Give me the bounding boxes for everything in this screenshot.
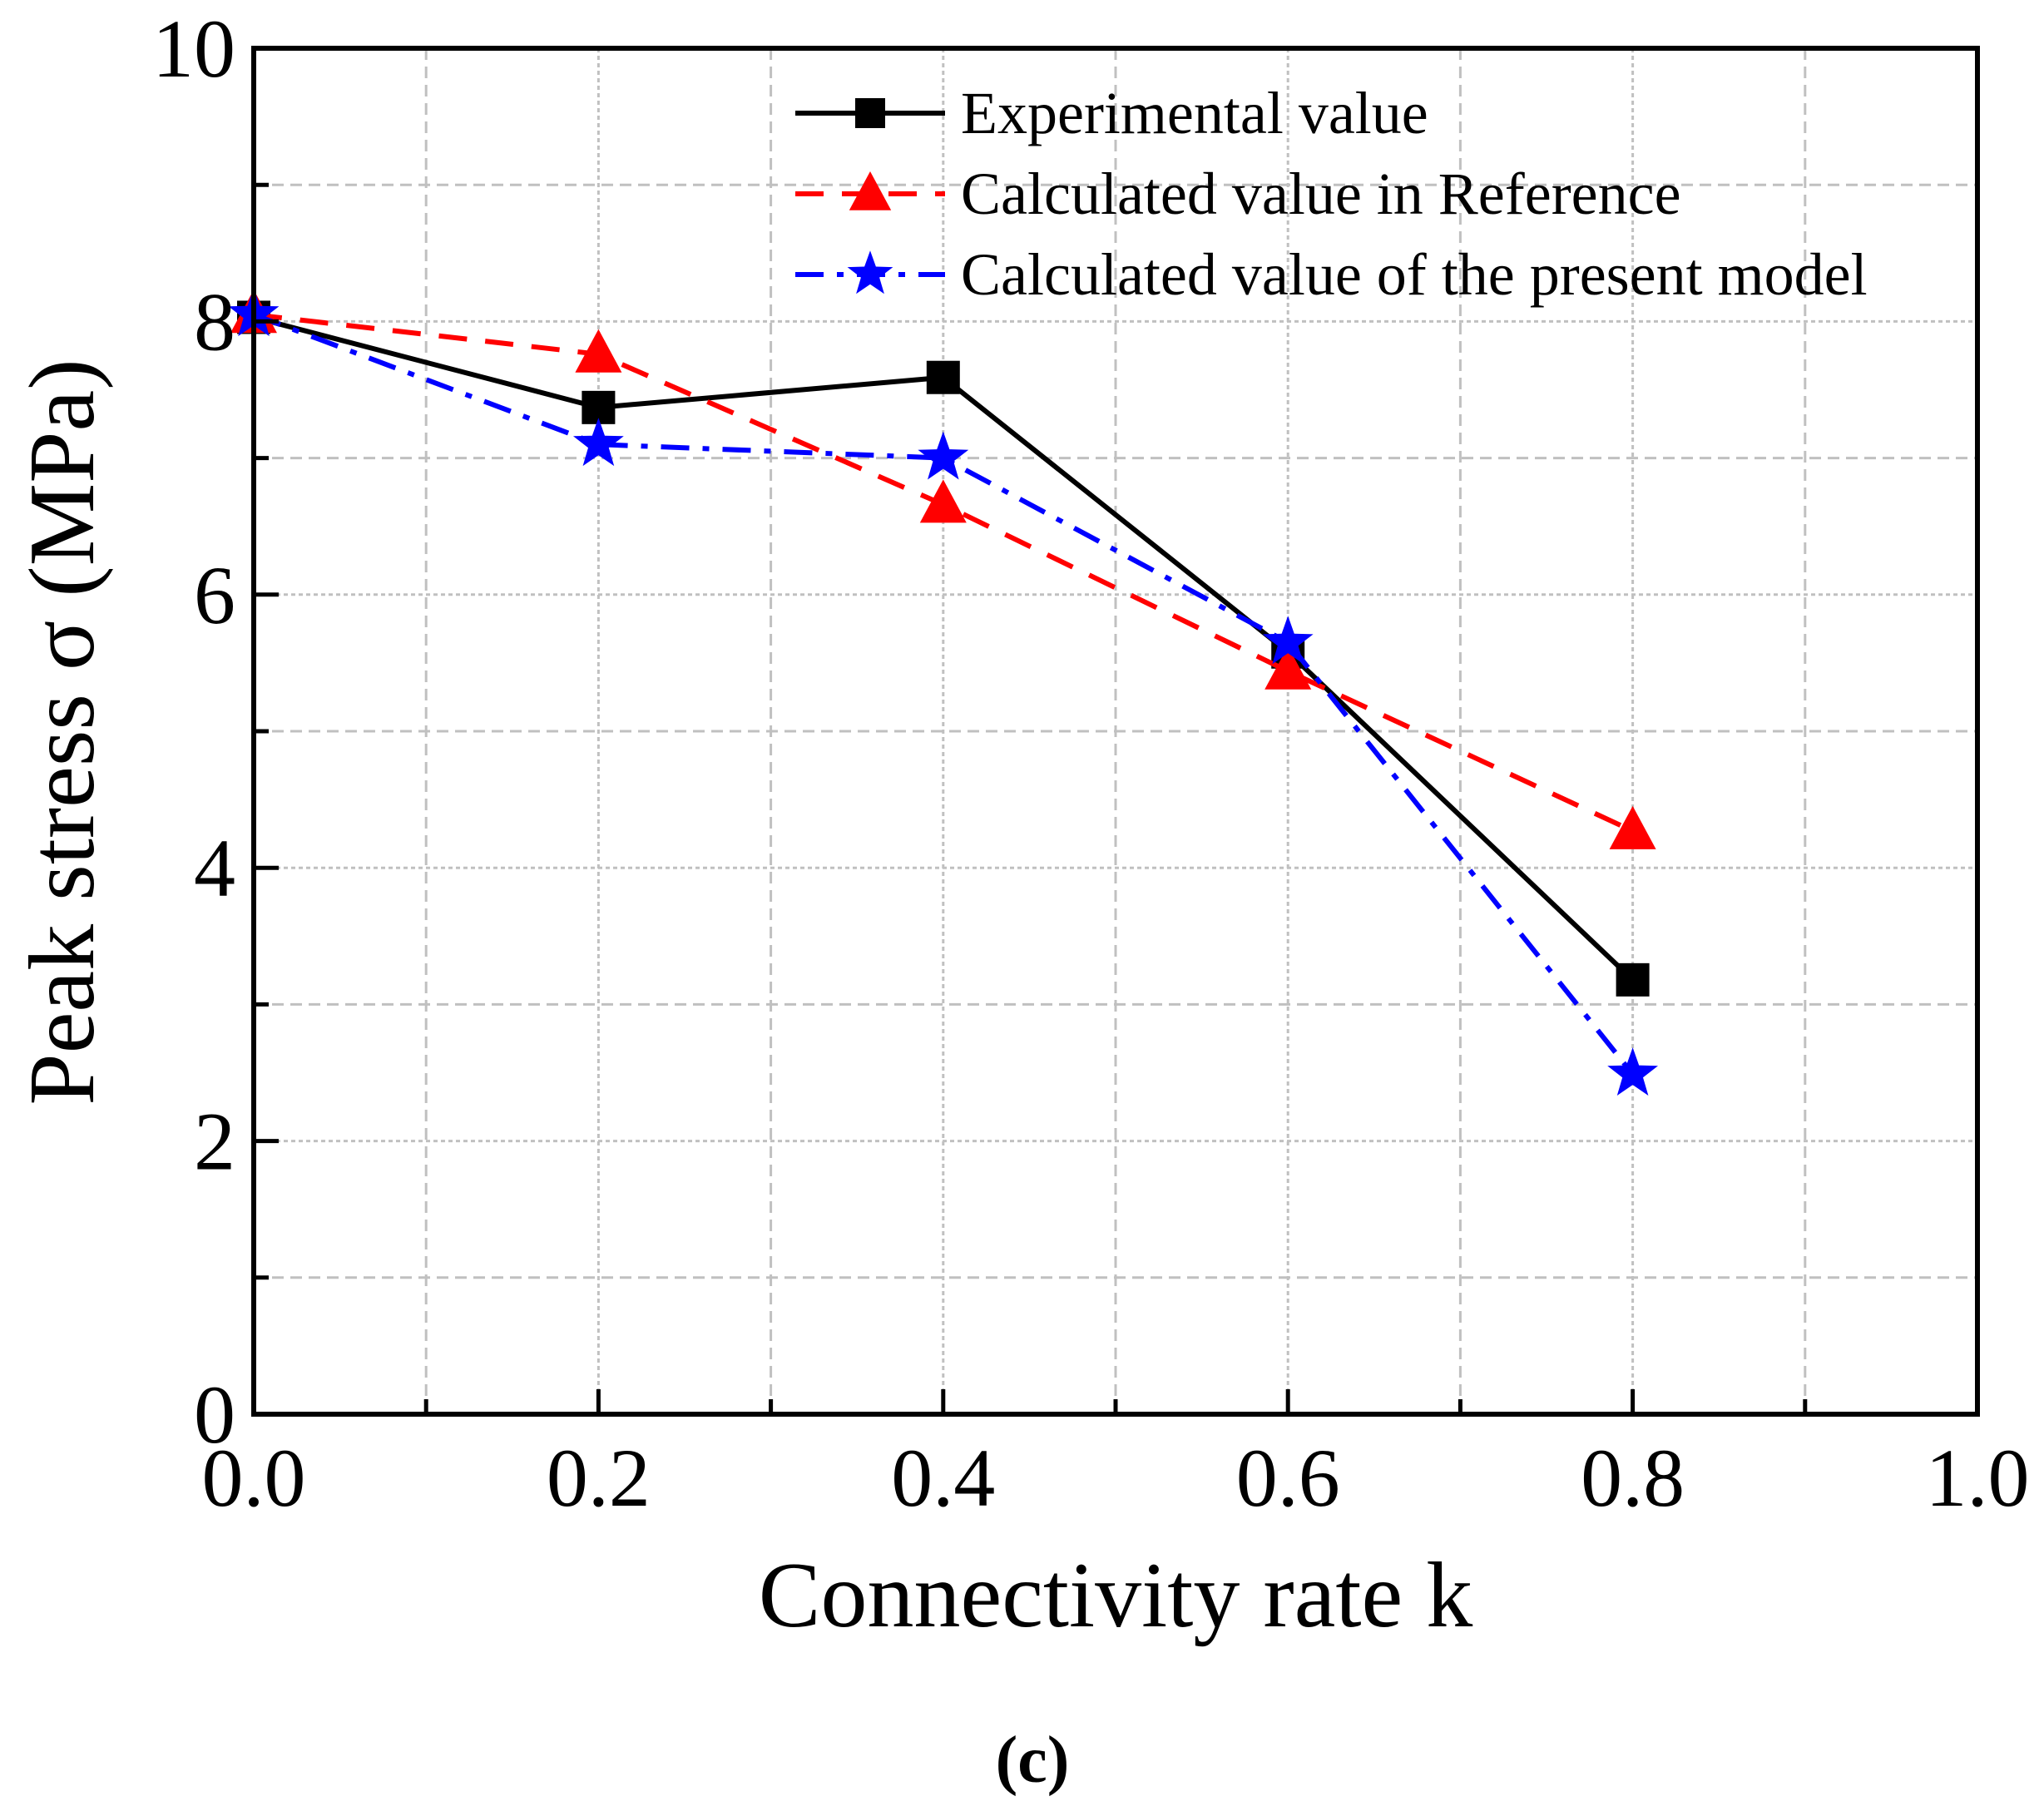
legend-label: Experimental value (961, 80, 1428, 146)
legend-label: Calculated value in Reference (961, 161, 1681, 227)
y-tick-label: 8 (194, 275, 235, 368)
legend-label: Calculated value of the present model (961, 241, 1868, 308)
legend: Experimental value Calculated value in Re… (795, 80, 1868, 308)
x-tick-label: 0.2 (547, 1432, 651, 1524)
data-point-star (573, 418, 624, 467)
legend-marker-star (847, 250, 893, 294)
data-point-square (1616, 962, 1650, 997)
legend-entry: Calculated value of the present model (795, 241, 1868, 308)
legend-entry: Experimental value (795, 80, 1428, 146)
legend-marker-square (855, 98, 885, 128)
axes (251, 46, 1980, 1417)
x-tick-label: 0.8 (1581, 1432, 1685, 1524)
y-tick-label: 2 (194, 1096, 235, 1188)
data-point-triangle (1265, 646, 1312, 690)
x-axis-label: Connectivity rate k (759, 1544, 1472, 1647)
data-point-triangle (575, 329, 622, 373)
legend-marker-triangle (849, 171, 892, 210)
x-tick-label: 0.6 (1236, 1432, 1340, 1524)
data-point-star (918, 431, 969, 480)
figure-caption: (c) (996, 1724, 1070, 1797)
y-tick-label: 10 (152, 2, 235, 95)
legend-entry: Calculated value in Reference (795, 161, 1681, 227)
x-tick-label: 0.4 (891, 1432, 995, 1524)
data-point-triangle (1609, 805, 1656, 849)
x-tick-label: 1.0 (1926, 1432, 2030, 1524)
y-tick-label: 0 (194, 1368, 235, 1461)
data-point-square (926, 360, 960, 394)
data-point-star (1607, 1047, 1658, 1096)
y-tick-label: 6 (194, 549, 235, 641)
data-point-triangle (919, 479, 967, 523)
x-tick-label: 0.0 (202, 1432, 306, 1524)
y-axis-label: Peak stress σ (MPa) (11, 359, 114, 1105)
data-point-star (1262, 616, 1314, 665)
tick-labels: 0.0 0.2 0.4 0.6 0.8 1.0 0 2 4 6 8 10 (152, 2, 2030, 1524)
y-tick-label: 4 (194, 822, 235, 914)
